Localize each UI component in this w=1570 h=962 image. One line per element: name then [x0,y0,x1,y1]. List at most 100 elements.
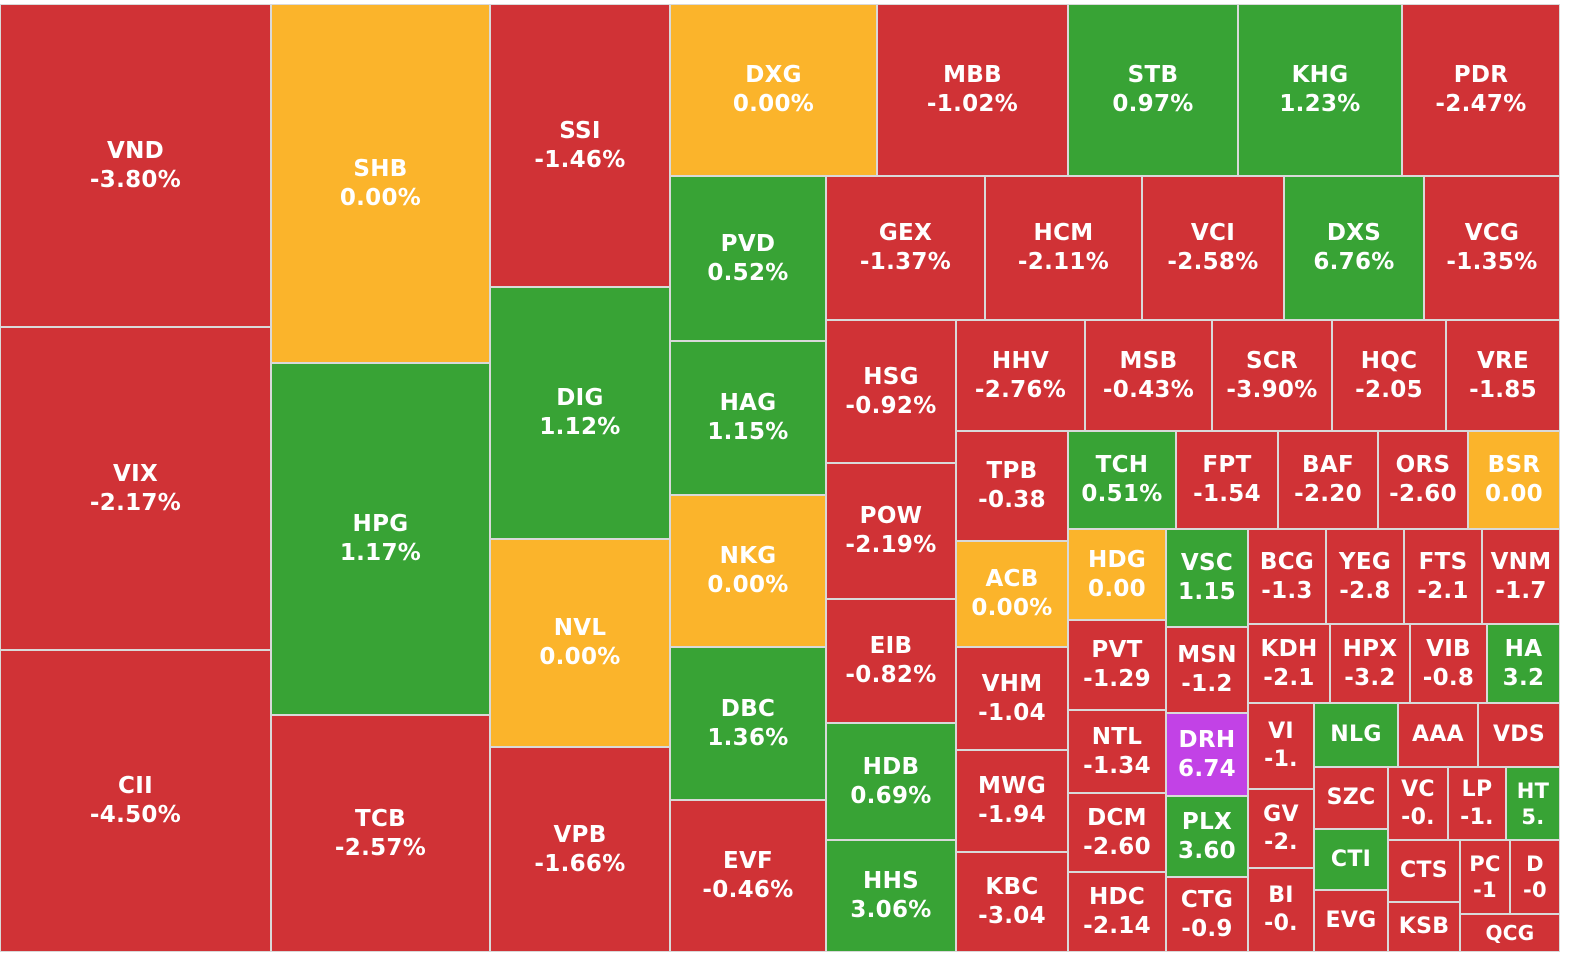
tile-kbc[interactable]: KBC -3.04 [956,852,1068,952]
tile-pc[interactable]: PC -1 [1460,840,1510,914]
tile-szc[interactable]: SZC [1314,767,1388,829]
tile-gex[interactable]: GEX -1.37% [826,176,985,320]
tile-qcg[interactable]: QCG [1460,914,1560,952]
tile-tch[interactable]: TCH 0.51% [1068,431,1176,529]
tile-change: 0.69% [850,782,932,809]
tile-symbol: SHB [353,155,408,182]
tile-change: -3.80% [89,166,182,193]
tile-lp[interactable]: LP -1. [1448,767,1506,840]
tile-msb[interactable]: MSB -0.43% [1085,320,1212,431]
tile-ssi[interactable]: SSI -1.46% [490,4,670,287]
tile-dxs[interactable]: DXS 6.76% [1284,176,1424,320]
tile-vc[interactable]: VC -0. [1388,767,1448,840]
tile-cii[interactable]: CII -4.50% [0,650,271,952]
tile-symbol: PLX [1181,808,1233,835]
tile-hhs[interactable]: HHS 3.06% [826,840,956,952]
tile-symbol: NTL [1091,723,1143,750]
tile-kdh[interactable]: KDH -2.1 [1248,624,1330,703]
tile-hsg[interactable]: HSG -0.92% [826,320,956,463]
tile-bsr[interactable]: BSR 0.00 [1468,431,1560,529]
tile-hhv[interactable]: HHV -2.76% [956,320,1085,431]
tile-ntl[interactable]: NTL -1.34 [1068,710,1166,793]
tile-yeg[interactable]: YEG -2.8 [1326,529,1404,624]
tile-symbol: D [1526,852,1544,876]
tile-drh[interactable]: DRH 6.74 [1166,713,1248,796]
tile-bi[interactable]: BI -0. [1248,868,1314,952]
tile-vix[interactable]: VIX -2.17% [0,327,271,650]
tile-eib[interactable]: EIB -0.82% [826,599,956,723]
tile-symbol: EVF [722,848,774,874]
tile-vcg[interactable]: VCG -1.35% [1424,176,1560,320]
tile-msn[interactable]: MSN -1.2 [1166,627,1248,713]
tile-pvt[interactable]: PVT -1.29 [1068,620,1166,710]
tile-change: -1.29 [1083,666,1151,692]
tile-dcm[interactable]: DCM -2.60 [1068,793,1166,872]
tile-bcg[interactable]: BCG -1.3 [1248,529,1326,624]
tile-plx[interactable]: PLX 3.60 [1166,796,1248,877]
tile-change: -0.82% [845,662,937,688]
tile-symbol: TPB [986,458,1038,484]
tile-nkg[interactable]: NKG 0.00% [670,495,826,647]
tile-change: 1.23% [1279,91,1361,117]
tile-tcb[interactable]: TCB -2.57% [271,715,490,952]
tile-pow[interactable]: POW -2.19% [826,463,956,599]
tile-symbol: DBC [720,695,776,722]
tile-vnm[interactable]: VNM -1.7 [1482,529,1560,624]
tile-evg[interactable]: EVG [1314,890,1388,952]
tile-shb[interactable]: SHB 0.00% [271,4,490,363]
tile-vpb[interactable]: VPB -1.66% [490,747,670,952]
tile-symbol: LP [1461,776,1493,802]
tile-pdr[interactable]: PDR -2.47% [1402,4,1560,176]
tile-nlg[interactable]: NLG [1314,703,1398,767]
tile-vi[interactable]: VI -1. [1248,703,1314,789]
tile-ht[interactable]: HT 5. [1506,767,1560,840]
tile-ors[interactable]: ORS -2.60 [1378,431,1468,529]
tile-change: -0. [1401,804,1435,830]
tile-vib[interactable]: VIB -0.8 [1410,624,1487,703]
tile-vnd[interactable]: VND -3.80% [0,4,271,327]
tile-vds[interactable]: VDS [1478,703,1560,767]
tile-dbc[interactable]: DBC 1.36% [670,647,826,800]
tile-evf[interactable]: EVF -0.46% [670,800,826,952]
tile-pvd[interactable]: PVD 0.52% [670,176,826,341]
tile-dxg[interactable]: DXG 0.00% [670,4,877,176]
tile-vci[interactable]: VCI -2.58% [1142,176,1284,320]
tile-dig[interactable]: DIG 1.12% [490,287,670,539]
tile-khg[interactable]: KHG 1.23% [1238,4,1402,176]
tile-baf[interactable]: BAF -2.20 [1278,431,1378,529]
tile-hqc[interactable]: HQC -2.05 [1332,320,1446,431]
tile-symbol: CTS [1400,858,1448,883]
tile-vhm[interactable]: VHM -1.04 [956,647,1068,750]
tile-mwg[interactable]: MWG -1.94 [956,750,1068,852]
tile-symbol: BSR [1487,452,1541,478]
tile-ha[interactable]: HA 3.2 [1487,624,1560,703]
tile-cti[interactable]: CTI [1314,829,1388,890]
tile-change: -1.34 [1083,752,1151,779]
tile-hcm[interactable]: HCM -2.11% [985,176,1142,320]
tile-hdc[interactable]: HDC -2.14 [1068,872,1166,952]
tile-stb[interactable]: STB 0.97% [1068,4,1238,176]
tile-mbb[interactable]: MBB -1.02% [877,4,1068,176]
tile-fts[interactable]: FTS -2.1 [1404,529,1482,624]
tile-d[interactable]: D -0 [1510,840,1560,914]
tile-cts[interactable]: CTS [1388,840,1460,902]
tile-ctg[interactable]: CTG -0.9 [1166,877,1248,952]
tile-aaa[interactable]: AAA [1398,703,1478,767]
tile-scr[interactable]: SCR -3.90% [1212,320,1332,431]
tile-acb[interactable]: ACB 0.00% [956,541,1068,647]
tile-hag[interactable]: HAG 1.15% [670,341,826,495]
tile-ksb[interactable]: KSB [1388,902,1460,952]
tile-gv[interactable]: GV -2. [1248,789,1314,868]
tile-vsc[interactable]: VSC 1.15 [1166,529,1248,627]
tile-change: 3.2 [1502,664,1545,691]
tile-change: -1.02% [926,91,1019,117]
tile-hpg[interactable]: HPG 1.17% [271,363,490,715]
tile-nvl[interactable]: NVL 0.00% [490,539,670,747]
tile-symbol: VDS [1492,722,1546,747]
tile-hpx[interactable]: HPX -3.2 [1330,624,1410,703]
tile-hdb[interactable]: HDB 0.69% [826,723,956,840]
tile-tpb[interactable]: TPB -0.38 [956,431,1068,541]
tile-fpt[interactable]: FPT -1.54 [1176,431,1278,529]
tile-hdg[interactable]: HDG 0.00 [1068,529,1166,620]
tile-vre[interactable]: VRE -1.85 [1446,320,1560,431]
